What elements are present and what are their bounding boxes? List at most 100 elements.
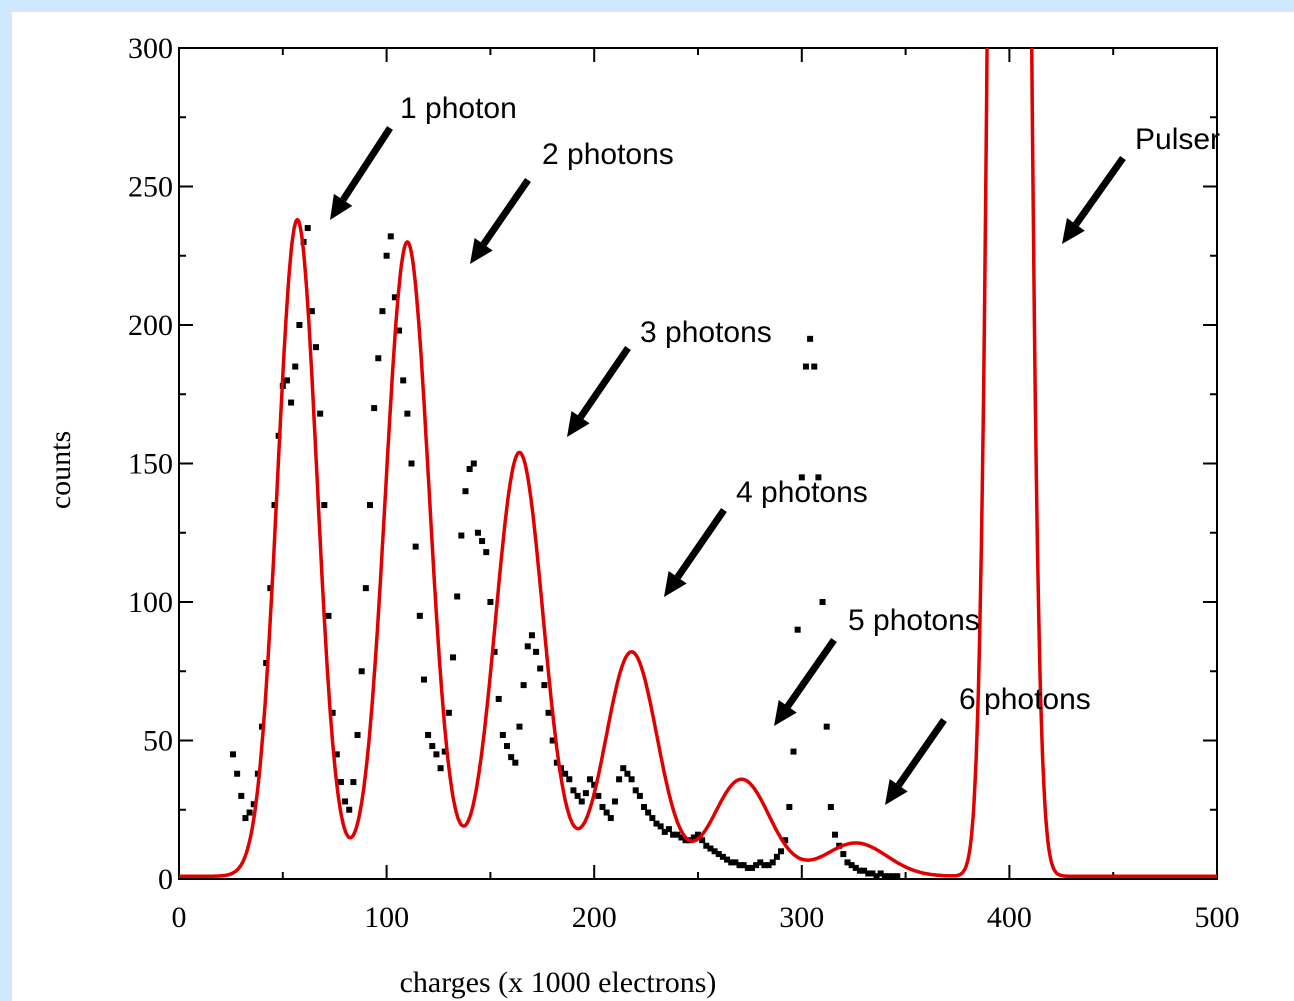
- data-point: [641, 803, 648, 810]
- data-point: [283, 377, 290, 384]
- data-point: [321, 502, 328, 509]
- data-point: [1044, 12, 1050, 18]
- data-point: [383, 252, 390, 259]
- data-point: [861, 867, 868, 874]
- data-point: [541, 682, 548, 689]
- data-point: [919, 12, 925, 18]
- data-point: [234, 770, 241, 777]
- data-point: [840, 851, 847, 858]
- data-point: [703, 842, 710, 849]
- data-point: [553, 759, 560, 766]
- annotation-arrow-head: [1062, 218, 1085, 244]
- data-point: [537, 665, 544, 672]
- x-tick-label: 500: [1195, 901, 1240, 934]
- data-point: [445, 709, 452, 716]
- data-point: [661, 828, 668, 835]
- data-point: [375, 355, 382, 362]
- data-point: [1131, 12, 1137, 18]
- data-point: [450, 654, 457, 661]
- data-point: [337, 779, 344, 786]
- data-point: [724, 856, 731, 863]
- data-point: [903, 12, 909, 18]
- data-point: [533, 648, 540, 655]
- data-point: [923, 12, 929, 18]
- x-tick-label: 400: [987, 901, 1032, 934]
- data-point: [358, 668, 365, 675]
- data-point: [429, 743, 436, 750]
- data-point: [246, 809, 253, 816]
- data-point: [420, 676, 427, 683]
- data-point: [495, 695, 502, 702]
- data-point: [732, 859, 739, 866]
- data-point: [952, 12, 958, 18]
- data-point: [416, 612, 423, 619]
- data-point: [433, 751, 440, 758]
- data-point: [587, 776, 594, 783]
- data-point: [915, 12, 921, 18]
- data-point: [1019, 12, 1025, 18]
- data-point: [869, 870, 876, 877]
- data-point: [1056, 12, 1062, 18]
- data-point: [1027, 12, 1033, 18]
- data-point: [1011, 12, 1017, 18]
- data-point: [894, 873, 901, 879]
- data-point: [1172, 12, 1178, 18]
- data-point: [819, 599, 826, 605]
- data-point: [1152, 12, 1158, 18]
- data-point: [798, 474, 805, 481]
- data-point: [690, 834, 697, 841]
- annotation: 5 photons: [774, 604, 980, 726]
- data-point: [366, 502, 373, 509]
- data-point: [957, 12, 963, 18]
- data-point: [736, 862, 743, 869]
- data-point: [682, 837, 689, 844]
- data-point: [848, 862, 855, 869]
- y-tick-label: 150: [128, 448, 173, 481]
- annotation: 3 photons: [567, 316, 772, 437]
- data-point: [591, 781, 598, 788]
- annotation-arrow-shaft: [577, 346, 631, 420]
- data-point: [994, 12, 1000, 18]
- annotation-label: 3 photons: [640, 316, 772, 349]
- data-point: [549, 737, 556, 744]
- data-point: [802, 363, 809, 370]
- annotation: 6 photons: [885, 683, 1091, 805]
- data-point: [852, 864, 859, 871]
- data-point: [454, 593, 461, 600]
- data-point: [748, 864, 755, 871]
- data-point: [520, 682, 527, 689]
- data-point: [1035, 12, 1041, 18]
- annotation: 1 photon: [330, 92, 517, 220]
- data-point: [595, 792, 602, 799]
- data-point: [890, 873, 897, 879]
- data-point: [1006, 12, 1012, 18]
- data-point: [578, 798, 585, 805]
- data-point: [628, 776, 635, 783]
- data-point: [765, 862, 772, 869]
- annotation-arrow-head: [330, 193, 353, 220]
- data-point: [570, 787, 577, 794]
- x-tick-label: 200: [572, 901, 617, 934]
- data-point: [885, 873, 892, 879]
- data-point: [986, 12, 992, 18]
- data-point: [657, 823, 664, 830]
- data-point: [242, 815, 249, 822]
- data-point: [499, 731, 506, 738]
- data-point: [786, 803, 793, 810]
- data-point: [1048, 12, 1054, 18]
- data-point: [458, 532, 465, 539]
- data-point: [528, 632, 535, 639]
- y-tick-label: 200: [128, 309, 173, 342]
- data-point: [1031, 12, 1037, 18]
- data-point: [508, 754, 515, 761]
- annotation-arrow-head: [470, 238, 493, 264]
- data-point: [371, 405, 378, 412]
- data-point: [620, 765, 627, 772]
- data-point: [479, 538, 486, 545]
- data-point: [566, 776, 573, 783]
- data-point: [599, 803, 606, 810]
- data-point: [582, 790, 589, 797]
- data-point: [665, 826, 672, 833]
- data-point: [611, 798, 618, 805]
- data-point: [229, 751, 236, 758]
